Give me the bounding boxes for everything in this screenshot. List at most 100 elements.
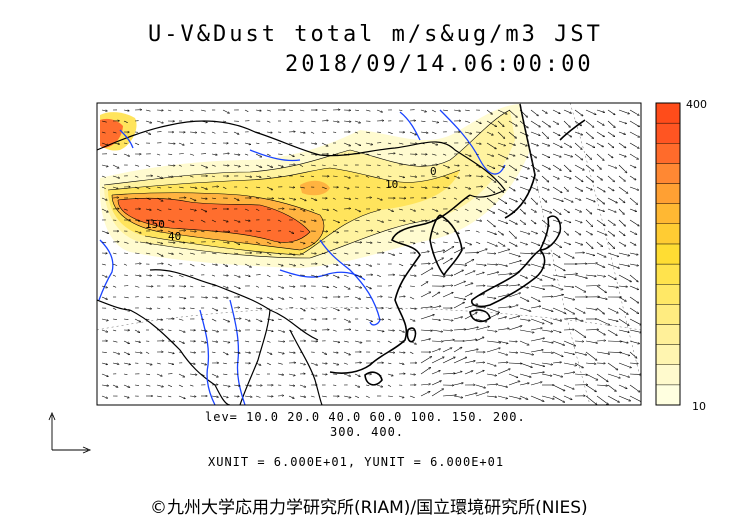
wind-vector: [134, 384, 140, 386]
wind-vector: [310, 164, 316, 167]
wind-vector: [409, 263, 416, 266]
wind-vector: [508, 164, 517, 170]
wind-vector: [475, 230, 480, 233]
wind-vector: [211, 318, 217, 322]
color-scale-step: [655, 163, 681, 184]
wind-vector: [178, 208, 183, 210]
wind-vector: [332, 219, 339, 223]
wind-vector: [398, 142, 404, 145]
wind-vector: [497, 186, 504, 192]
wind-vector: [486, 120, 496, 127]
wind-vector: [574, 120, 581, 126]
wind-vector: [409, 308, 416, 309]
wind-vector: [211, 187, 218, 188]
wind-vector: [255, 142, 260, 144]
wind-vector: [376, 186, 381, 189]
wind-vector: [607, 164, 617, 168]
wind-vector: [431, 250, 445, 254]
wind-vector: [156, 307, 161, 309]
wind-vector: [244, 396, 252, 397]
wind-vector: [563, 384, 574, 389]
wind-vector: [530, 350, 543, 353]
wind-vector: [552, 318, 562, 321]
wind-vector: [332, 121, 339, 122]
wind-vector: [552, 186, 562, 193]
wind-vector: [431, 357, 444, 364]
wind-vector: [255, 296, 262, 299]
wind-vector: [475, 362, 484, 363]
wind-vector: [629, 164, 636, 168]
wind-vector: [431, 142, 438, 145]
wind-vector: [508, 241, 517, 246]
wind-vector: [123, 110, 129, 111]
wind-vector: [277, 307, 283, 310]
wind-vector: [475, 318, 487, 322]
wind-vector: [343, 340, 349, 343]
wind-vector: [211, 329, 218, 332]
wind-vector: [464, 340, 477, 342]
wind-vector: [464, 164, 469, 167]
wind-vector: [607, 285, 618, 287]
wind-vector: [519, 241, 527, 245]
wind-vector: [332, 329, 337, 332]
wind-vector: [145, 186, 151, 190]
wind-vector: [541, 153, 550, 158]
wind-vector: [387, 395, 393, 397]
wind-vector: [354, 208, 360, 212]
wind-vector: [629, 351, 637, 358]
wind-vector: [541, 208, 551, 213]
wind-vector: [321, 142, 328, 146]
wind-vector: [233, 131, 239, 134]
wind-vector: [530, 109, 538, 116]
wind-vector: [497, 362, 508, 363]
wind-vector: [387, 373, 393, 376]
wind-vector: [189, 363, 195, 364]
wind-vector: [398, 363, 404, 364]
wind-vector: [266, 318, 273, 320]
wind-vector: [354, 274, 362, 277]
wind-vector: [574, 230, 581, 235]
wind-vector: [387, 142, 392, 145]
wind-vector: [123, 384, 130, 387]
wind-vector: [354, 197, 359, 200]
wind-vector: [585, 384, 596, 392]
wind-vector: [200, 186, 207, 189]
wind-vector: [211, 120, 216, 123]
wind-vector: [497, 263, 507, 266]
wind-vector: [530, 120, 540, 127]
wind-vector: [563, 296, 575, 300]
wind-vector: [629, 197, 637, 204]
wind-vector: [178, 274, 184, 278]
wind-vector: [563, 153, 572, 157]
wind-vector: [112, 351, 120, 354]
wind-vector: [541, 142, 550, 146]
wind-vector: [233, 241, 240, 245]
wind-vector: [409, 296, 415, 300]
wind-vector: [629, 329, 641, 333]
wind-vector: [486, 131, 493, 135]
wind-vector: [354, 109, 359, 111]
wind-vector: [123, 263, 128, 266]
wind-vector: [398, 109, 403, 111]
wind-vector: [541, 373, 552, 376]
wind-vector: [343, 121, 351, 122]
wind-vector: [442, 164, 449, 168]
wind-vector: [112, 164, 119, 168]
wind-vector: [299, 164, 304, 167]
wind-vector: [398, 341, 404, 342]
wind-vector: [277, 362, 283, 365]
wind-vector: [376, 384, 383, 387]
wind-vector: [112, 198, 118, 199]
wind-vector: [156, 330, 163, 331]
wind-vector: [244, 142, 251, 144]
wind-vector: [310, 319, 316, 320]
wind-vector: [255, 153, 262, 157]
wind-vector: [255, 395, 261, 398]
wind-vector: [189, 208, 196, 211]
wind-vector: [101, 395, 108, 398]
wind-vector: [211, 297, 217, 298]
wind-vector: [629, 395, 641, 402]
wind-vector: [475, 249, 487, 254]
color-scale-step: [655, 183, 681, 204]
wind-vector: [277, 263, 283, 266]
